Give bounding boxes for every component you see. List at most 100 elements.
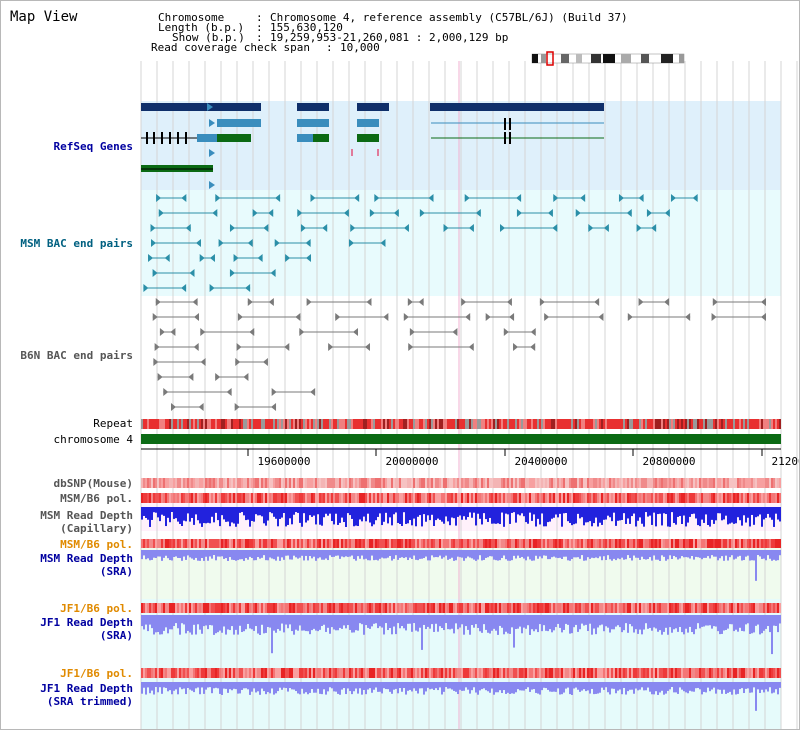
jf1-sra-depth-bar	[381, 615, 383, 628]
msm-capillary-depth-bar	[319, 507, 321, 525]
msm-b6-pol-cell	[233, 493, 235, 503]
jf1-b6-pol-2-cell	[241, 668, 243, 678]
jf1-sra-depth-bar	[441, 615, 443, 628]
msm-capillary-depth-bar	[601, 507, 603, 525]
track-label-b6n-bac[interactable]: B6N BAC end pairs	[20, 349, 133, 362]
jf1-b6-pol-cell	[669, 603, 671, 613]
track-label-dbsnp[interactable]: dbSNP(Mouse)	[53, 477, 133, 490]
msm-sra-depth-bar	[175, 550, 177, 557]
msm-b6-pol-2-cell	[353, 539, 355, 548]
msm-capillary-depth-bar	[653, 507, 655, 513]
dbsnp-cell	[649, 478, 651, 488]
b6n-bac-pair-end	[200, 328, 206, 336]
jf1-b6-pol-cell	[483, 603, 485, 613]
track-label-msm-depth-sra[interactable]: MSM Read Depth	[40, 552, 133, 565]
msm-b6-pol-2-cell	[417, 539, 419, 548]
msm-sra-depth-bar	[435, 550, 437, 558]
jf1-sra-depth-bar	[249, 615, 251, 629]
jf1-b6-pol-cell	[633, 603, 635, 613]
msm-b6-pol-cell	[349, 493, 351, 503]
msm-b6-pol-2-cell	[583, 539, 585, 548]
msm-capillary-depth-bar	[281, 507, 283, 518]
repeat-segment	[243, 419, 245, 429]
jf1-b6-pol-cell	[665, 603, 667, 613]
track-label-msm-bac[interactable]: MSM BAC end pairs	[20, 237, 133, 250]
msm-sra-depth-bar	[307, 550, 309, 561]
dbsnp-cell	[327, 478, 329, 488]
dbsnp-cell	[141, 478, 143, 488]
jf1-trimmed-depth-bar	[187, 682, 189, 688]
msm-capillary-depth-bar	[567, 507, 569, 522]
jf1-b6-pol-cell	[593, 603, 595, 613]
repeat-segment	[285, 419, 287, 429]
repeat-segment	[231, 419, 233, 429]
msm-b6-pol-2-cell	[545, 539, 547, 548]
msm-sra-depth-bar	[687, 550, 689, 558]
track-label-repeat: Repeat	[93, 417, 133, 430]
repeat-segment	[261, 419, 263, 429]
track-label-msm-depth-capillary[interactable]: MSM Read Depth	[40, 509, 133, 522]
msm-sra-depth-bar	[745, 550, 747, 557]
dbsnp-cell	[229, 478, 231, 488]
track-label-msm-b6-pol[interactable]: MSM/B6 pol.	[60, 492, 133, 505]
gene-exon-block	[217, 119, 261, 127]
jf1-sra-depth-bar	[611, 615, 613, 630]
dbsnp-cell	[451, 478, 453, 488]
msm-b6-pol-cell	[227, 493, 229, 503]
b6n-bac-pair-end	[299, 328, 305, 336]
dbsnp-cell	[379, 478, 381, 488]
msm-b6-pol-cell	[205, 493, 207, 503]
dbsnp-cell	[731, 478, 733, 488]
msm-sra-depth-bar	[677, 550, 679, 560]
jf1-b6-pol-2-cell	[773, 668, 775, 678]
jf1-trimmed-depth-bar	[525, 682, 527, 690]
jf1-sra-depth-bar	[165, 615, 167, 628]
msm-b6-pol-cell	[703, 493, 705, 503]
repeat-segment	[675, 419, 677, 429]
msm-capillary-depth-bar	[415, 507, 417, 527]
msm-sra-depth-bar	[711, 550, 713, 556]
msm-sra-depth-bar	[553, 550, 555, 557]
track-label-refseq[interactable]: RefSeq Genes	[53, 140, 133, 153]
dbsnp-cell	[279, 478, 281, 488]
msm-b6-pol-2-cell	[303, 539, 305, 548]
msm-sra-depth-bar	[663, 550, 665, 557]
msm-capillary-depth-bar	[689, 507, 691, 517]
repeat-segment	[385, 419, 387, 429]
msm-capillary-depth-bar	[541, 507, 543, 514]
msm-capillary-depth-bar	[505, 507, 507, 514]
msm-capillary-depth-bar	[599, 507, 601, 523]
msm-capillary-depth-bar	[573, 507, 575, 525]
jf1-b6-pol-cell	[175, 603, 177, 613]
track-label-jf1-depth-sra[interactable]: JF1 Read Depth	[40, 616, 133, 629]
track-label-jf1-depth-trimmed[interactable]: JF1 Read Depth	[40, 682, 133, 695]
b6n-bac-pair-end	[234, 403, 240, 411]
repeat-segment	[405, 419, 407, 429]
jf1-sra-depth-bar	[679, 615, 681, 627]
jf1-b6-pol-2-cell	[513, 668, 515, 678]
track-label-jf1-b6-pol[interactable]: JF1/B6 pol.	[60, 602, 133, 615]
msm-sra-depth-bar	[167, 550, 169, 559]
jf1-b6-pol-2-cell	[521, 668, 523, 678]
track-label-jf1-b6-pol-2[interactable]: JF1/B6 pol.	[60, 667, 133, 680]
jf1-trimmed-depth-bar	[595, 682, 597, 694]
msm-capillary-depth-bar	[315, 507, 317, 525]
jf1-b6-pol-2-cell	[397, 668, 399, 678]
jf1-trimmed-depth-bar	[687, 682, 689, 694]
jf1-b6-pol-cell	[155, 603, 157, 613]
msm-b6-pol-cell	[181, 493, 183, 503]
msm-sra-depth-bar	[267, 550, 269, 561]
dbsnp-cell	[697, 478, 699, 488]
jf1-b6-pol-cell	[149, 603, 151, 613]
repeat-segment	[331, 419, 333, 429]
jf1-b6-pol-cell	[487, 603, 489, 613]
repeat-segment	[223, 419, 225, 429]
jf1-trimmed-depth-bar	[557, 682, 559, 689]
jf1-sra-depth-bar	[307, 615, 309, 632]
msm-capillary-depth-bar	[169, 507, 171, 523]
track-label-msm-b6-pol-2[interactable]: MSM/B6 pol.	[60, 538, 133, 551]
repeat-segment	[721, 419, 723, 429]
msm-b6-pol-2-cell	[297, 539, 299, 548]
msm-b6-pol-2-cell	[393, 539, 395, 548]
